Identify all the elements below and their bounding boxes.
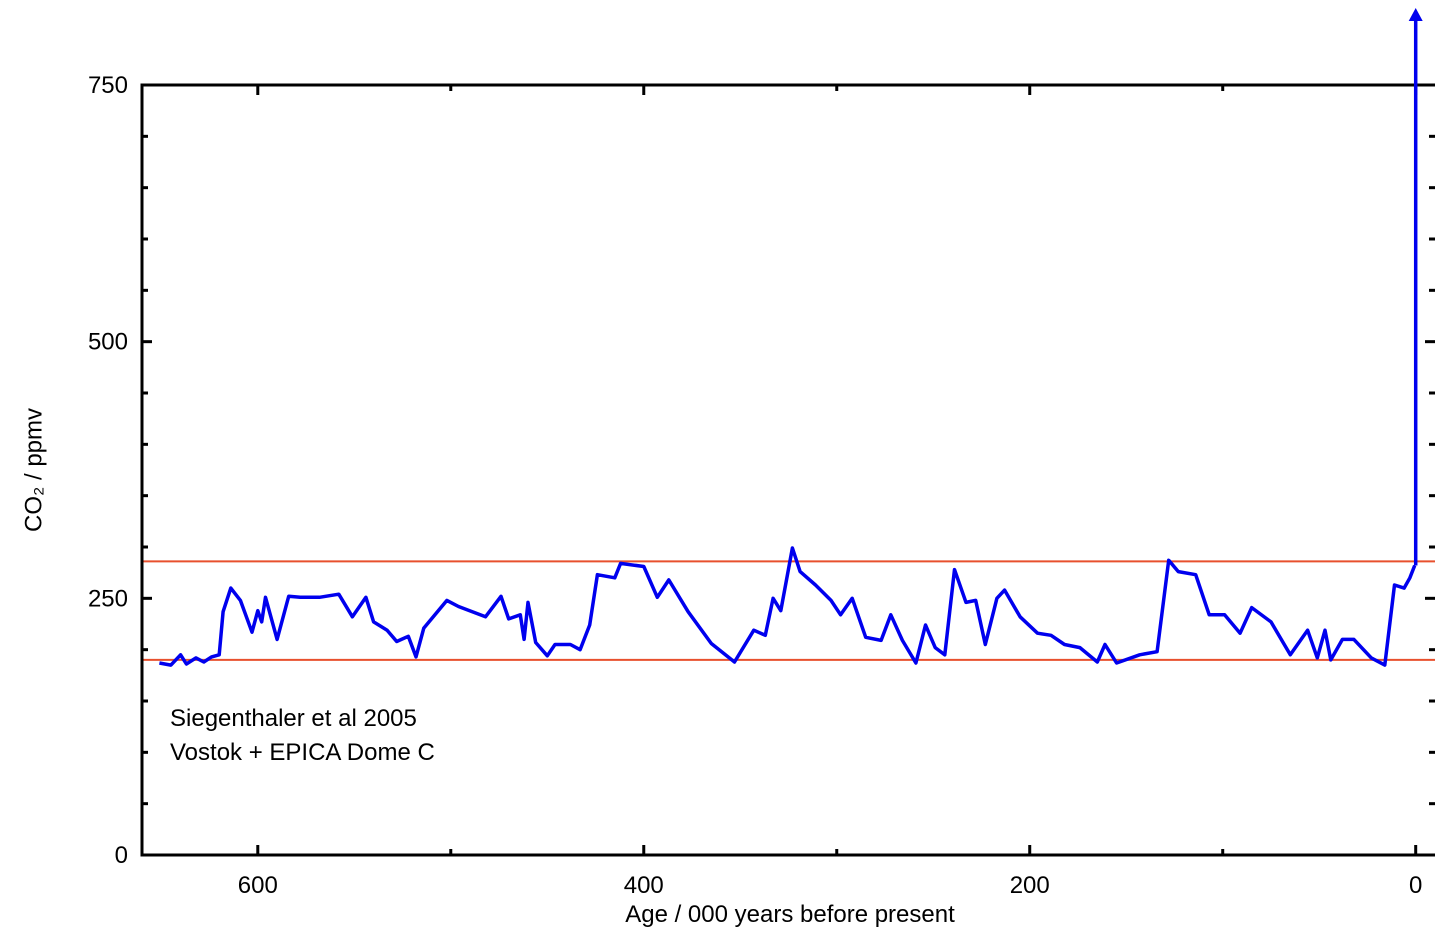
x-axis-label: Age / 000 years before present <box>625 901 955 928</box>
arrow-head <box>1408 8 1423 21</box>
x-tick-label: 600 <box>238 872 278 899</box>
x-tick-label: 0 <box>1409 872 1422 899</box>
data-line <box>159 546 1417 667</box>
y-tick-label: 0 <box>115 842 128 869</box>
y-axis-label: CO₂ / ppmv <box>20 408 47 532</box>
annotation: Vostok + EPICA Dome C <box>170 739 435 766</box>
x-tick-label: 200 <box>1010 872 1050 899</box>
y-tick-label: 250 <box>88 585 128 612</box>
y-tick-label: 500 <box>88 329 128 356</box>
y-tick-label: 750 <box>88 72 128 99</box>
annotation: Siegenthaler et al 2005 <box>170 705 417 732</box>
x-tick-label: 400 <box>624 872 664 899</box>
